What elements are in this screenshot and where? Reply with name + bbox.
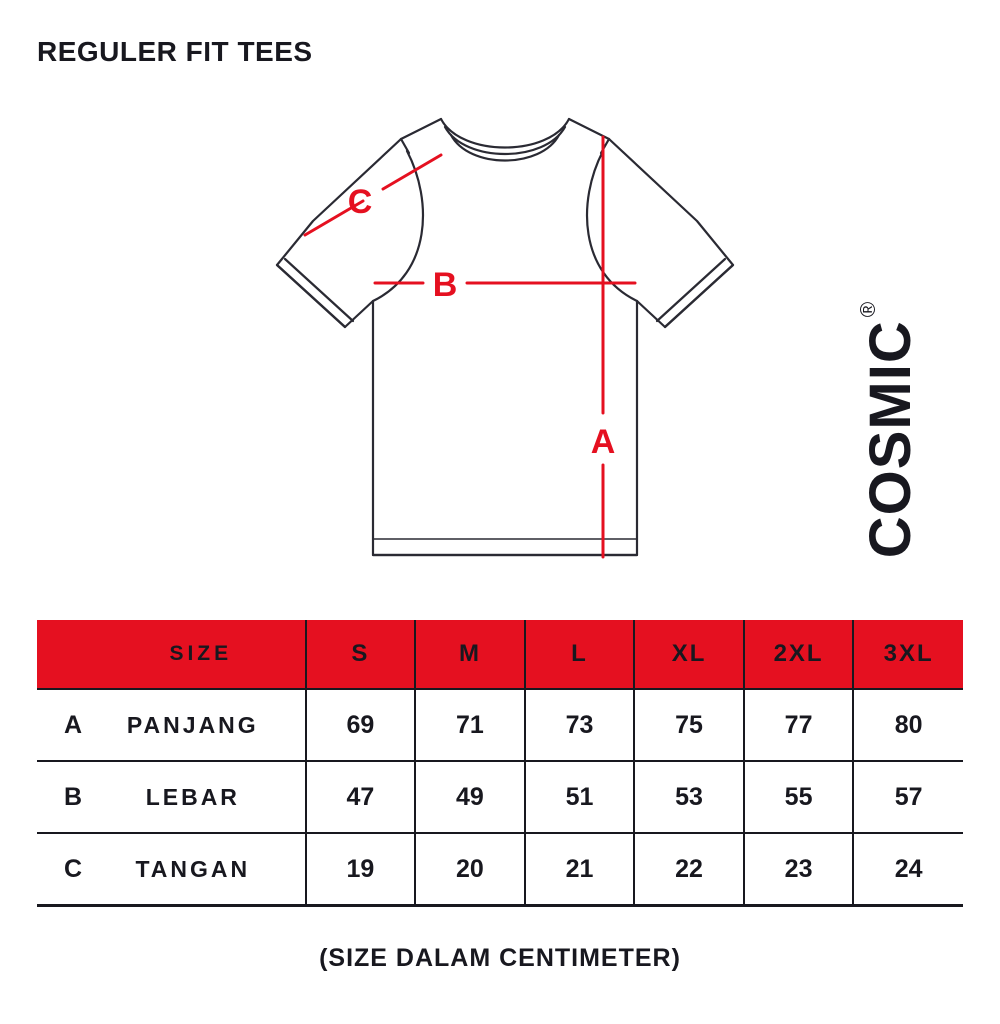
- row-label-c: C TANGAN: [37, 833, 306, 906]
- row-name-a: PANJANG: [126, 711, 259, 738]
- cell-c-s: 19: [304, 833, 416, 906]
- row-label-b: B LEBAR: [37, 761, 306, 833]
- column-header-size: SIZE: [37, 620, 306, 689]
- column-header-2xl: 2XL: [742, 620, 854, 689]
- cell-b-3xl: 57: [852, 761, 963, 833]
- column-header-3xl: 3XL: [852, 620, 963, 689]
- cell-a-l: 73: [523, 689, 635, 761]
- column-header-xl: XL: [633, 620, 744, 689]
- row-name-b: LEBAR: [145, 783, 240, 810]
- row-key-a: A: [63, 710, 83, 739]
- cell-c-m: 20: [414, 833, 525, 906]
- cell-a-xl: 75: [633, 689, 744, 761]
- cell-b-2xl: 55: [742, 761, 854, 833]
- cell-a-m: 71: [414, 689, 525, 761]
- cell-c-3xl: 24: [852, 833, 963, 906]
- page-title: REGULER FIT TEES: [37, 36, 313, 67]
- cell-a-3xl: 80: [852, 689, 963, 761]
- cell-b-xl: 53: [633, 761, 744, 833]
- cell-a-2xl: 77: [742, 689, 854, 761]
- cell-c-xl: 22: [633, 833, 744, 906]
- cell-b-m: 49: [414, 761, 525, 833]
- column-header-s: S: [304, 620, 416, 689]
- cell-c-l: 21: [523, 833, 635, 906]
- brand-name: COSMIC: [858, 320, 923, 559]
- unit-note: (SIZE DALAM CENTIMETER): [319, 944, 681, 972]
- tshirt-diagram: C B A: [255, 95, 755, 575]
- cell-b-s: 47: [304, 761, 416, 833]
- row-key-c: C: [63, 854, 83, 883]
- table-row: B LEBAR 47 49 51 53 55 57: [37, 761, 963, 833]
- table-header-row: SIZE S M L XL 2XL 3XL: [37, 620, 963, 689]
- cell-c-2xl: 23: [742, 833, 854, 906]
- tshirt-outline-icon: [275, 117, 735, 557]
- table-row: A PANJANG 69 71 73 75 77 80: [37, 689, 963, 761]
- brand-logo: COSMIC ®: [857, 300, 982, 560]
- marker-c-label: C: [348, 183, 373, 221]
- row-name-c: TANGAN: [135, 855, 251, 882]
- marker-a-label: A: [591, 423, 616, 461]
- cell-a-s: 69: [304, 689, 416, 761]
- row-key-b: B: [63, 782, 83, 811]
- cell-b-l: 51: [523, 761, 635, 833]
- registered-trademark-icon: ®: [857, 301, 880, 318]
- column-header-l: L: [523, 620, 635, 689]
- table-row: C TANGAN 19 20 21 22 23 24: [37, 833, 963, 906]
- row-label-a: A PANJANG: [37, 689, 306, 761]
- marker-c-line: [303, 153, 443, 237]
- size-chart-table: SIZE S M L XL 2XL 3XL A PANJANG 69 71 73…: [37, 620, 963, 907]
- marker-b-label: B: [433, 266, 458, 304]
- column-header-m: M: [414, 620, 525, 689]
